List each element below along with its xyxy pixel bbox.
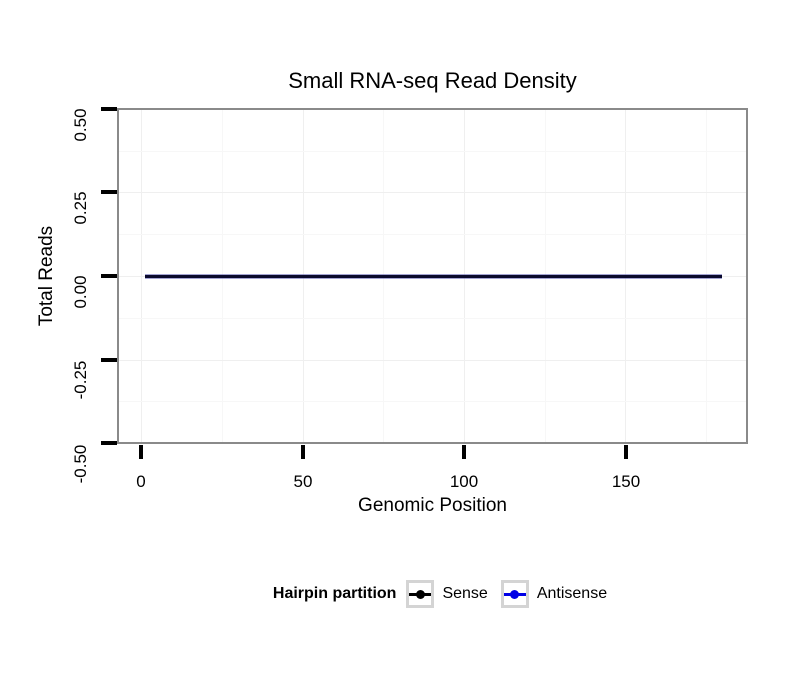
chart-title: Small RNA-seq Read Density <box>288 68 577 93</box>
y-tick <box>101 358 117 362</box>
x-tick <box>624 445 628 459</box>
antisense-point-icon <box>510 589 520 599</box>
gridline-minor-horizontal <box>119 401 746 402</box>
y-tick-label: -0.25 <box>71 360 90 400</box>
y-tick <box>101 107 117 111</box>
gridline-minor-horizontal <box>119 151 746 152</box>
plot-panel <box>117 108 748 444</box>
gridline-minor-horizontal <box>119 318 746 319</box>
y-axis-title: Total Reads <box>36 225 57 327</box>
y-tick <box>101 441 117 445</box>
gridline-major-horizontal <box>119 360 746 361</box>
x-tick-label: 50 <box>293 472 313 491</box>
x-tick <box>139 445 143 459</box>
legend-key-sense <box>406 580 435 608</box>
y-tick-label: -0.50 <box>71 444 90 484</box>
legend-title: Hairpin partition <box>272 585 397 602</box>
gridline-minor-horizontal <box>119 234 746 235</box>
x-tick <box>462 445 466 459</box>
y-tick-label: 0.00 <box>71 275 90 309</box>
x-tick-label: 0 <box>136 472 146 491</box>
y-tick-label: 0.25 <box>71 191 90 225</box>
legend-item-label-sense: Sense <box>442 585 488 602</box>
x-tick-label: 150 <box>611 472 641 491</box>
legend: Hairpin partition Sense Antisense <box>70 580 810 608</box>
legend-key-antisense <box>500 580 529 608</box>
y-tick-label: 0.50 <box>71 108 90 142</box>
y-tick <box>101 190 117 194</box>
legend-item-label-antisense: Antisense <box>536 585 608 602</box>
series-line-overlap <box>145 275 722 278</box>
x-tick-label: 100 <box>449 472 479 491</box>
x-tick <box>301 445 305 459</box>
sense-point-icon <box>415 589 425 599</box>
x-axis-title: Genomic Position <box>358 495 507 516</box>
gridline-major-horizontal <box>119 192 746 193</box>
y-tick <box>101 274 117 278</box>
